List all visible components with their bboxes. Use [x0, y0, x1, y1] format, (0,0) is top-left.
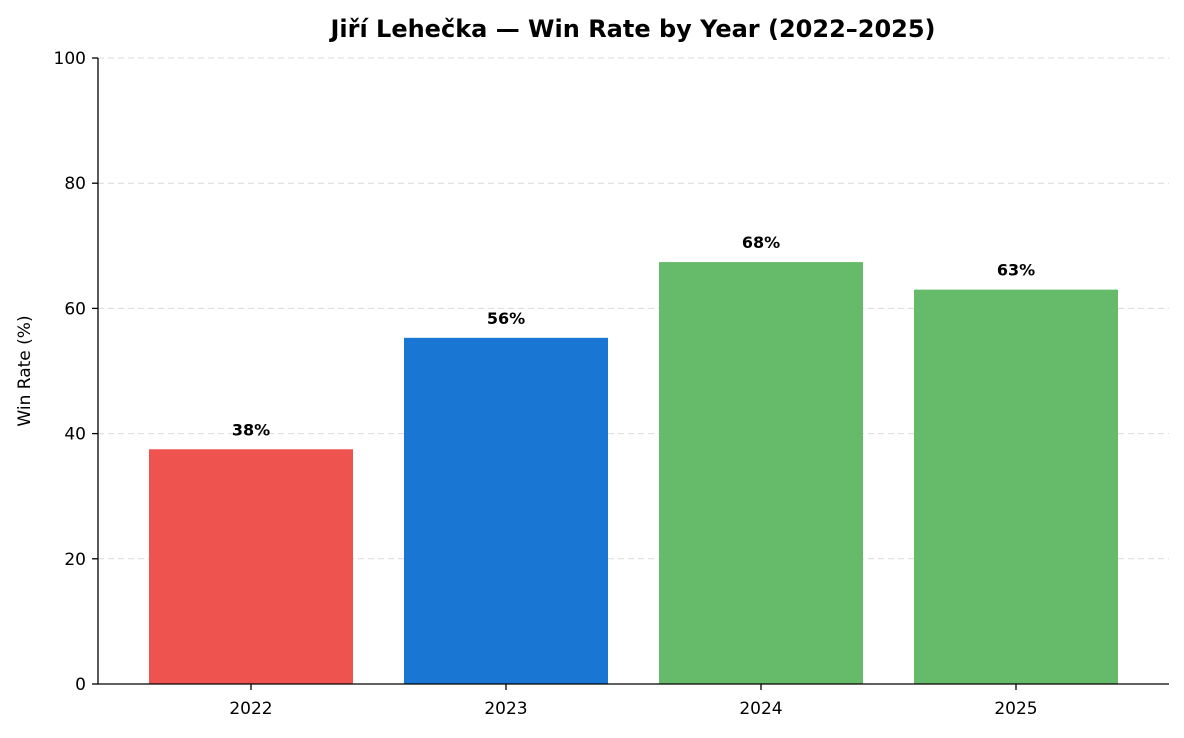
data-labels: 38% 56% 68% 63%	[232, 233, 1035, 439]
bar-2024	[659, 262, 863, 684]
bar-2022	[149, 449, 353, 684]
data-label-2023: 56%	[487, 309, 525, 328]
bars	[149, 262, 1118, 684]
data-label-2022: 38%	[232, 420, 270, 439]
chart-title: Jiří Lehečka — Win Rate by Year (2022–20…	[328, 15, 935, 43]
y-tick-label: 100	[54, 49, 86, 69]
y-tick-label: 80	[64, 174, 86, 194]
x-tick-label: 2022	[229, 699, 272, 719]
y-ticks: 0 20 40 60 80 100	[54, 49, 98, 695]
x-tick-label: 2023	[484, 699, 527, 719]
bar-2025	[914, 289, 1118, 684]
y-tick-label: 40	[64, 425, 86, 445]
y-tick-label: 0	[75, 675, 86, 695]
y-axis-label: Win Rate (%)	[15, 315, 35, 426]
x-ticks: 2022 2023 2024 2025	[229, 684, 1038, 719]
x-tick-label: 2024	[739, 699, 782, 719]
data-label-2025: 63%	[997, 261, 1035, 280]
axes	[97, 58, 1169, 685]
y-tick-label: 20	[64, 550, 86, 570]
y-tick-label: 60	[64, 299, 86, 319]
bar-2023	[404, 337, 608, 684]
x-tick-label: 2025	[994, 699, 1037, 719]
data-label-2024: 68%	[742, 233, 780, 252]
